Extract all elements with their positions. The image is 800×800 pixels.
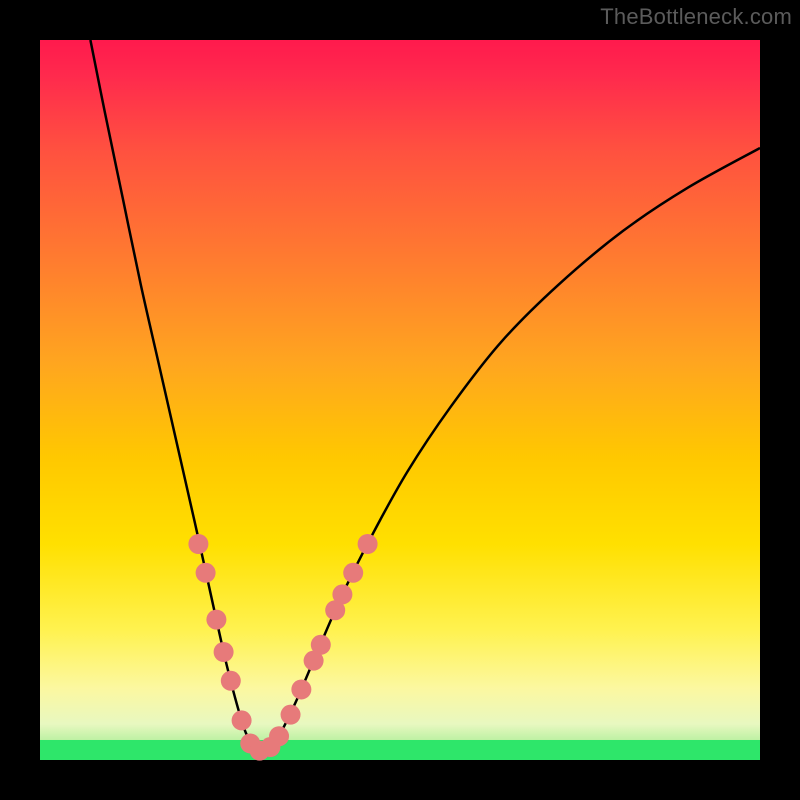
marker-dot [196,563,216,583]
marker-dot [358,534,378,554]
marker-dot [269,726,289,746]
marker-dot [232,710,252,730]
marker-dot [291,679,311,699]
marker-dot [214,642,234,662]
watermark-text: TheBottleneck.com [600,4,792,30]
marker-dot [221,671,241,691]
marker-dot [206,610,226,630]
marker-dot [281,705,301,725]
bottleneck-chart [0,0,800,800]
figure-root: TheBottleneck.com [0,0,800,800]
marker-dot [343,563,363,583]
marker-dot [188,534,208,554]
marker-dot [332,584,352,604]
bottom-green-band [40,740,760,760]
marker-dot [311,635,331,655]
plot-gradient-background [40,40,760,760]
